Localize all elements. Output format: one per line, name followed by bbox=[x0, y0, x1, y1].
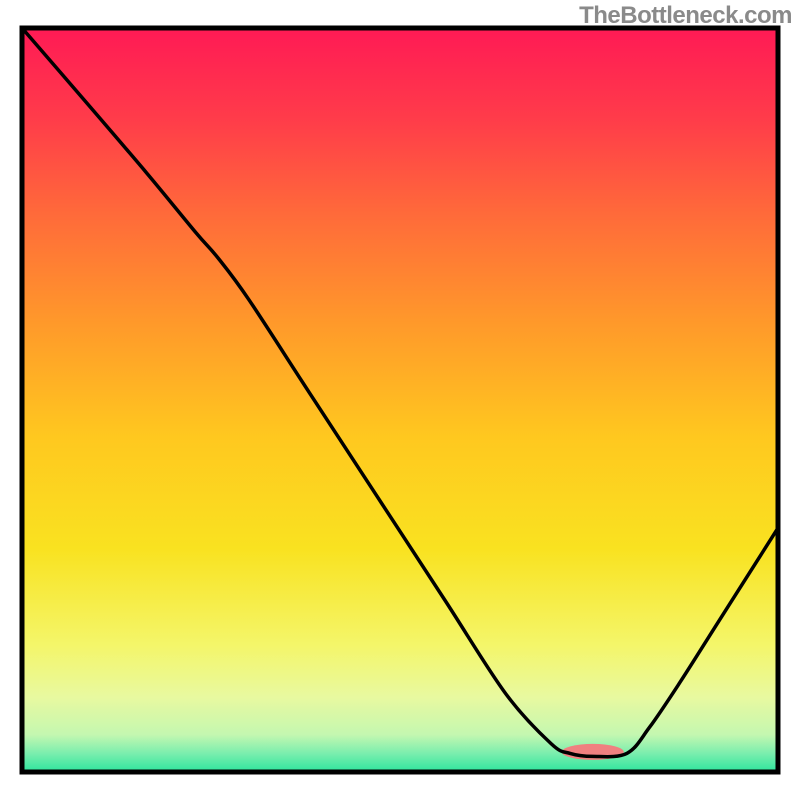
gradient-background bbox=[22, 28, 778, 772]
bottleneck-chart bbox=[0, 0, 800, 800]
